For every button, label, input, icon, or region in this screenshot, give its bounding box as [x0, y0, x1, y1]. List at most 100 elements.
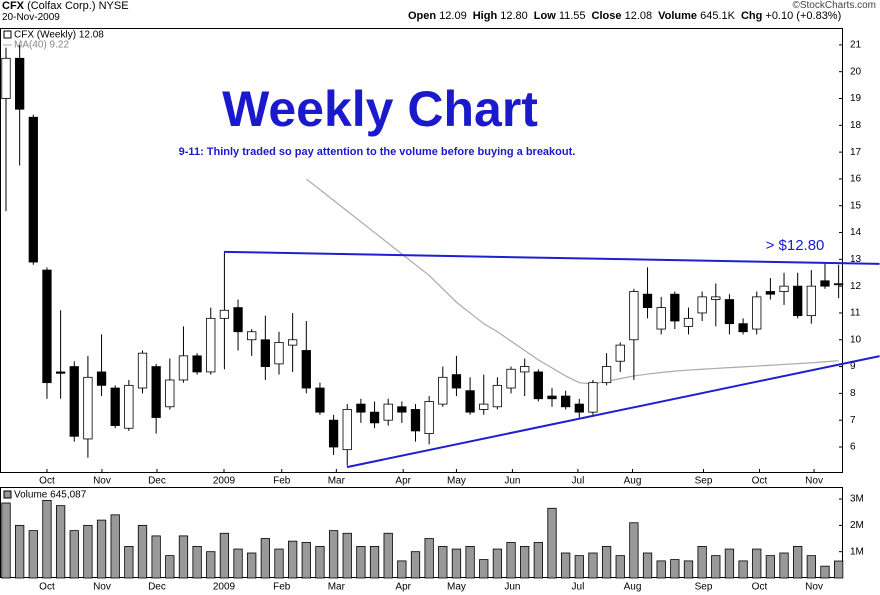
volume-bar [192, 546, 202, 579]
x-tick-label: Nov [805, 476, 823, 487]
candle-body [820, 280, 830, 287]
y2-tick-label: 3M [850, 494, 864, 505]
volume-bar [642, 552, 653, 579]
annotation-breakout: > $12.80 [766, 237, 825, 254]
x-tick-label: 2009 [213, 582, 236, 593]
volume-bar [492, 548, 503, 579]
x-tick-label: Apr [395, 582, 411, 593]
volume-bar [178, 535, 189, 579]
volume-bar [328, 530, 339, 579]
candle-body [492, 384, 503, 408]
candle-body [629, 291, 639, 341]
quote-value: 11.55 [558, 10, 586, 22]
symbol-line: CFX (Colfax Corp.) NYSE [2, 0, 129, 12]
candle-body [1, 57, 11, 99]
x-tick-label: Jun [504, 582, 520, 593]
x-tick-label: Aug [624, 582, 642, 593]
candle-body [465, 390, 475, 413]
x-tick-label: Oct [752, 582, 768, 593]
volume-bar [574, 555, 584, 579]
candle-body [806, 285, 816, 317]
candle-body [765, 291, 776, 295]
symbol: CFX [2, 0, 24, 12]
x-tick-label: Oct [39, 582, 55, 593]
candle-body [383, 403, 393, 421]
volume-bar [561, 552, 571, 579]
volume-bar [83, 524, 93, 579]
y-tick-label: 21 [850, 40, 862, 51]
candle-body [69, 366, 79, 437]
volume-bar [124, 546, 134, 579]
candle-body [697, 296, 707, 314]
y-tick-label: 19 [850, 93, 862, 104]
volume-bar [779, 552, 789, 579]
annotation-title: Weekly Chart [222, 81, 538, 137]
candle-body [83, 376, 93, 440]
x-tick-label: Nov [805, 582, 823, 593]
candle-body [601, 366, 612, 384]
candle-body [96, 371, 107, 386]
volume-bar [615, 555, 625, 579]
volume-bar [670, 559, 680, 579]
volume-bar [520, 546, 530, 579]
candle-body [342, 409, 352, 451]
volume-bar [820, 565, 830, 579]
volume-panel [0, 487, 843, 578]
volume-bar [588, 552, 598, 579]
candle-body [424, 401, 434, 434]
candle-body [574, 403, 584, 413]
quote-label: Open [408, 10, 437, 22]
y-tick-label: 8 [850, 388, 856, 399]
volume-bar [711, 555, 721, 579]
y-tick-label: 17 [850, 147, 862, 158]
volume-bar [274, 548, 284, 579]
candle-body [451, 374, 462, 389]
y-tick-label: 11 [850, 308, 861, 319]
quote-value: +0.10 (+0.83%) [765, 10, 842, 22]
quote-label: Chg [740, 10, 763, 22]
candle-body [533, 371, 543, 400]
trendline [223, 250, 880, 265]
x-tick-label: Mar [328, 582, 346, 593]
candle-body [55, 371, 66, 374]
quote-value: 645.1K [700, 10, 735, 22]
x-tick-label: Nov [93, 582, 111, 593]
candle-body [233, 307, 243, 333]
y-tick-label: 20 [850, 66, 862, 77]
x-tick-label: May [447, 582, 466, 593]
candle-body [410, 409, 421, 432]
volume-bar [42, 499, 52, 579]
volume-bar [151, 535, 161, 579]
volume-bar [506, 542, 516, 579]
x-tick-label: Oct [39, 476, 55, 487]
x-tick-label: Dec [148, 476, 166, 487]
price-panel [0, 28, 843, 473]
quote-label: Close [591, 10, 622, 22]
volume-bar [397, 560, 407, 579]
candle-body [793, 285, 803, 317]
quote-label: Low [533, 10, 556, 22]
x-tick-label: Sep [695, 582, 713, 593]
x-tick-label: Sep [695, 476, 713, 487]
candle-body [288, 339, 298, 346]
volume-bar [206, 551, 216, 579]
volume-bar [247, 552, 257, 579]
candle-body [137, 352, 148, 389]
volume-bar [69, 530, 79, 579]
y-tick-label: 16 [850, 174, 862, 185]
volume-bar [356, 546, 366, 579]
candle-body [642, 293, 653, 308]
candle-body [615, 344, 625, 362]
candle-body [369, 411, 380, 424]
volume-bar [410, 551, 421, 579]
candle-body [178, 355, 189, 381]
candle-body [28, 116, 38, 263]
annotation-note: 9-11: Thinly traded so pay attention to … [179, 146, 576, 158]
volume-bar [683, 560, 694, 579]
candle-body [438, 376, 448, 405]
volume-bar [451, 548, 462, 579]
volume-bar [55, 505, 66, 579]
candle-body [151, 366, 161, 418]
y-tick-label: 12 [850, 281, 862, 292]
x-tick-label: Jul [572, 476, 585, 487]
